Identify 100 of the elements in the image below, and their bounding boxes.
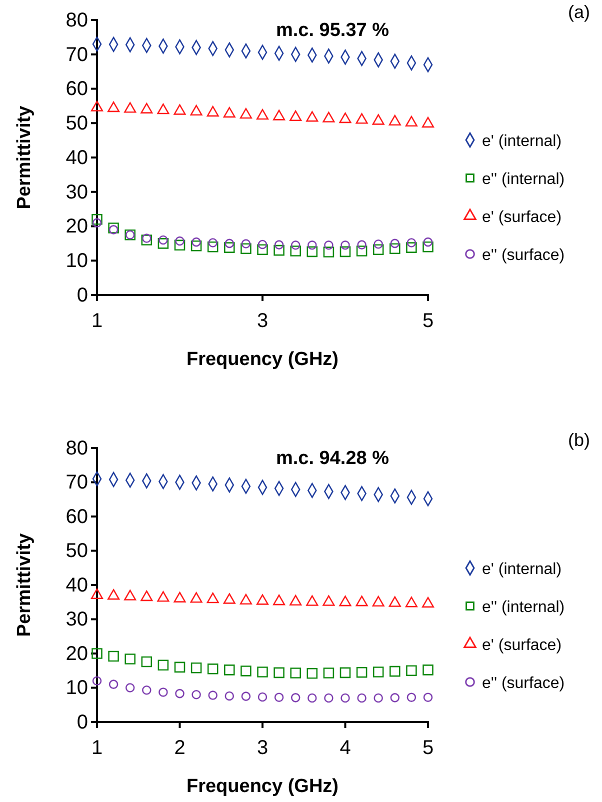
point bbox=[323, 246, 334, 258]
point bbox=[339, 596, 352, 606]
y-tick-label: 40 bbox=[66, 146, 88, 169]
point bbox=[92, 218, 102, 228]
point bbox=[406, 238, 416, 248]
x-tick-label: 1 bbox=[91, 737, 103, 760]
point bbox=[423, 237, 433, 247]
point bbox=[308, 240, 317, 250]
point bbox=[142, 234, 152, 243]
text: (a) bbox=[568, 2, 590, 22]
point bbox=[224, 238, 234, 248]
point bbox=[340, 667, 351, 678]
point bbox=[223, 106, 236, 118]
y-tick-label: 20 bbox=[66, 216, 88, 238]
point bbox=[306, 111, 318, 122]
y-axis-title: Permittivity bbox=[14, 532, 35, 637]
point bbox=[92, 648, 102, 659]
point bbox=[290, 594, 302, 606]
chart-title: m.c. 95.37 % bbox=[276, 20, 390, 41]
x-tick-label: 5 bbox=[422, 737, 434, 760]
point bbox=[174, 240, 186, 251]
legend-label: e'' (internal) bbox=[482, 599, 565, 616]
point bbox=[374, 693, 383, 703]
point bbox=[273, 110, 286, 120]
point bbox=[92, 676, 102, 686]
point bbox=[90, 588, 104, 600]
point bbox=[141, 234, 152, 246]
point bbox=[124, 590, 136, 600]
point bbox=[290, 110, 302, 122]
point bbox=[274, 240, 284, 250]
point bbox=[240, 666, 252, 676]
y-tick-label: 70 bbox=[66, 44, 88, 66]
point bbox=[241, 692, 251, 701]
point bbox=[190, 104, 202, 116]
point bbox=[406, 665, 417, 676]
point bbox=[372, 666, 384, 678]
point bbox=[422, 241, 434, 252]
point bbox=[356, 246, 368, 256]
point bbox=[192, 237, 201, 247]
point bbox=[190, 240, 202, 252]
point bbox=[190, 662, 202, 674]
x-tick-label: 4 bbox=[340, 737, 351, 760]
point bbox=[372, 244, 384, 256]
point bbox=[125, 683, 135, 692]
point bbox=[322, 595, 335, 606]
point bbox=[423, 692, 433, 702]
point bbox=[322, 112, 335, 122]
point bbox=[108, 101, 120, 112]
point bbox=[240, 594, 252, 605]
point bbox=[372, 596, 384, 607]
point bbox=[140, 102, 153, 114]
point bbox=[240, 108, 252, 119]
point bbox=[274, 244, 284, 256]
point bbox=[108, 225, 118, 234]
point bbox=[406, 242, 417, 253]
point bbox=[274, 692, 284, 702]
point bbox=[290, 668, 301, 678]
point bbox=[224, 691, 234, 701]
point bbox=[158, 235, 168, 245]
point bbox=[390, 238, 400, 248]
point bbox=[224, 242, 235, 253]
point bbox=[257, 244, 268, 256]
point bbox=[141, 656, 152, 668]
text: (b) bbox=[568, 430, 590, 450]
point bbox=[306, 246, 318, 258]
point bbox=[175, 236, 184, 246]
x-tick-label: 3 bbox=[256, 310, 268, 332]
point bbox=[274, 667, 284, 678]
point bbox=[258, 692, 268, 702]
point bbox=[175, 688, 184, 698]
point bbox=[356, 596, 368, 606]
point bbox=[124, 102, 136, 113]
point bbox=[140, 590, 153, 602]
point bbox=[324, 240, 334, 250]
point bbox=[206, 592, 219, 604]
point bbox=[357, 240, 366, 250]
point bbox=[208, 690, 218, 700]
point bbox=[207, 241, 218, 252]
point bbox=[306, 595, 318, 606]
point bbox=[422, 596, 434, 608]
point bbox=[158, 688, 168, 697]
y-axis-title: Permittivity bbox=[14, 105, 35, 210]
legend-label: e' (surface) bbox=[482, 209, 562, 226]
legend-label: e'' (surface) bbox=[482, 247, 565, 264]
point bbox=[374, 239, 383, 249]
point bbox=[356, 113, 368, 124]
x-axis-title: Frequency (GHz) bbox=[186, 776, 339, 797]
point bbox=[390, 693, 400, 702]
point bbox=[340, 240, 350, 250]
point bbox=[174, 592, 186, 602]
point bbox=[324, 693, 334, 703]
x-axis-title: Frequency (GHz) bbox=[186, 349, 339, 370]
x-tick-label: 1 bbox=[91, 310, 103, 332]
point bbox=[422, 116, 434, 128]
point bbox=[290, 240, 300, 250]
point bbox=[422, 664, 434, 676]
y-tick-label: 80 bbox=[66, 9, 88, 32]
y-tick-label: 70 bbox=[66, 472, 88, 494]
y-tick-label: 20 bbox=[66, 642, 88, 665]
legend-label: e'' (surface) bbox=[482, 675, 565, 692]
